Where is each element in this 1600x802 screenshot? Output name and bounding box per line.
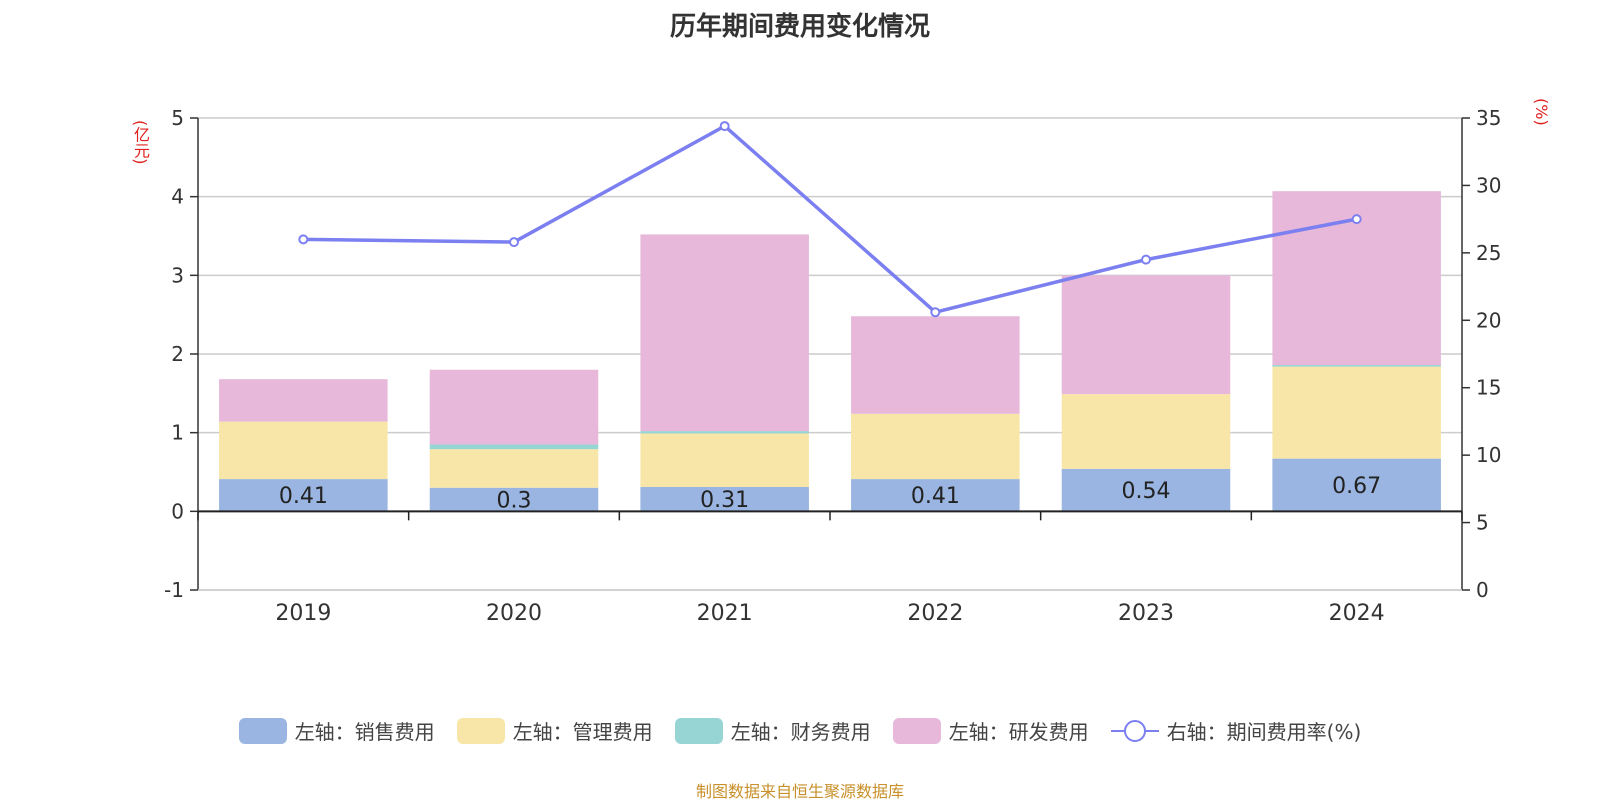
legend: 左轴：销售费用 左轴：管理费用 左轴：财务费用 左轴：研发费用 右轴：期间费用率… — [0, 716, 1600, 745]
left-tick-label: 5 — [171, 106, 184, 130]
bar-sales — [429, 487, 599, 512]
bar-finance — [1272, 365, 1441, 367]
legend-item-sales[interactable]: 左轴：销售费用 — [238, 716, 435, 745]
right-tick-label: 20 — [1476, 308, 1501, 332]
data-label: 0.3 — [497, 489, 532, 514]
bar-rnd — [429, 369, 599, 445]
bar-rnd — [640, 234, 809, 432]
legend-swatch-rnd — [892, 717, 941, 744]
bar-sales — [1272, 458, 1441, 512]
bar-sales — [219, 479, 388, 512]
data-label: 0.31 — [700, 488, 749, 513]
right-axis-label: (%) — [1532, 98, 1551, 126]
right-tick-label: 10 — [1476, 443, 1501, 467]
left-tick-label: 3 — [171, 263, 184, 287]
expense-rate-point — [930, 307, 941, 318]
x-tick-label: 2020 — [486, 601, 542, 626]
legend-label-finance: 左轴：财务费用 — [730, 720, 871, 744]
expense-rate-point — [298, 234, 309, 245]
bar-admin — [640, 433, 809, 487]
legend-swatch-sales — [238, 717, 287, 744]
right-tick-label: 25 — [1476, 241, 1501, 265]
legend-item-admin[interactable]: 左轴：管理费用 — [456, 716, 653, 745]
bar-rnd — [1061, 275, 1231, 395]
legend-label-sales: 左轴：销售费用 — [294, 720, 435, 744]
bar-admin — [1061, 394, 1231, 469]
right-tick-label: 5 — [1476, 511, 1489, 535]
legend-swatch-admin — [456, 717, 505, 744]
right-tick-label: 15 — [1476, 376, 1501, 400]
bar-sales — [640, 486, 809, 512]
expense-rate-point — [1141, 254, 1151, 265]
left-tick-label: 0 — [171, 499, 184, 523]
left-tick-label: 4 — [171, 185, 184, 209]
left-tick-label: -1 — [164, 578, 184, 602]
data-label: 0.41 — [911, 484, 960, 509]
left-axis-label: (亿元) — [131, 120, 150, 165]
legend-label-rnd: 左轴：研发费用 — [948, 720, 1089, 744]
data-label: 0.54 — [1122, 479, 1171, 504]
expense-rate-point — [719, 121, 730, 132]
x-tick-label: 2021 — [697, 601, 753, 626]
legend-label-expense-rate: 右轴：期间费用率(%) — [1166, 720, 1362, 744]
bar-rnd — [219, 379, 388, 422]
bar-sales — [1061, 468, 1231, 512]
bar-rnd — [851, 316, 1020, 414]
legend-item-rnd[interactable]: 左轴：研发费用 — [892, 716, 1089, 745]
bar-finance — [640, 431, 809, 434]
legend-item-finance[interactable]: 左轴：财务费用 — [674, 716, 871, 745]
expense-rate-line — [303, 124, 1357, 314]
legend-item-expense-rate[interactable]: 右轴：期间费用率(%) — [1110, 716, 1362, 745]
bar-admin — [1272, 366, 1441, 459]
x-tick-label: 2022 — [907, 601, 963, 626]
x-tick-label: 2024 — [1329, 601, 1385, 626]
data-label: 0.41 — [279, 484, 328, 509]
expense-rate-point — [509, 237, 519, 248]
bar-admin — [429, 449, 599, 488]
right-tick-label: 35 — [1476, 106, 1501, 130]
data-label: 0.67 — [1332, 474, 1381, 499]
legend-swatch-finance — [674, 717, 723, 744]
legend-line-marker-icon — [1110, 718, 1159, 744]
data-source-note: 制图数据来自恒生聚源数据库 — [695, 782, 904, 801]
bar-finance — [429, 444, 599, 450]
bar-admin — [219, 421, 388, 480]
x-tick-label: 2019 — [275, 601, 331, 626]
bar-sales — [851, 479, 1020, 512]
bar-admin — [851, 413, 1020, 480]
left-tick-label: 1 — [171, 421, 184, 445]
legend-label-admin: 左轴：管理费用 — [512, 720, 653, 744]
chart-title: 历年期间费用变化情况 — [669, 12, 930, 42]
right-tick-label: 30 — [1476, 173, 1501, 197]
left-tick-label: 2 — [171, 342, 184, 366]
x-tick-label: 2023 — [1118, 601, 1174, 626]
right-tick-label: 0 — [1476, 578, 1489, 602]
expense-rate-point — [1351, 214, 1362, 225]
